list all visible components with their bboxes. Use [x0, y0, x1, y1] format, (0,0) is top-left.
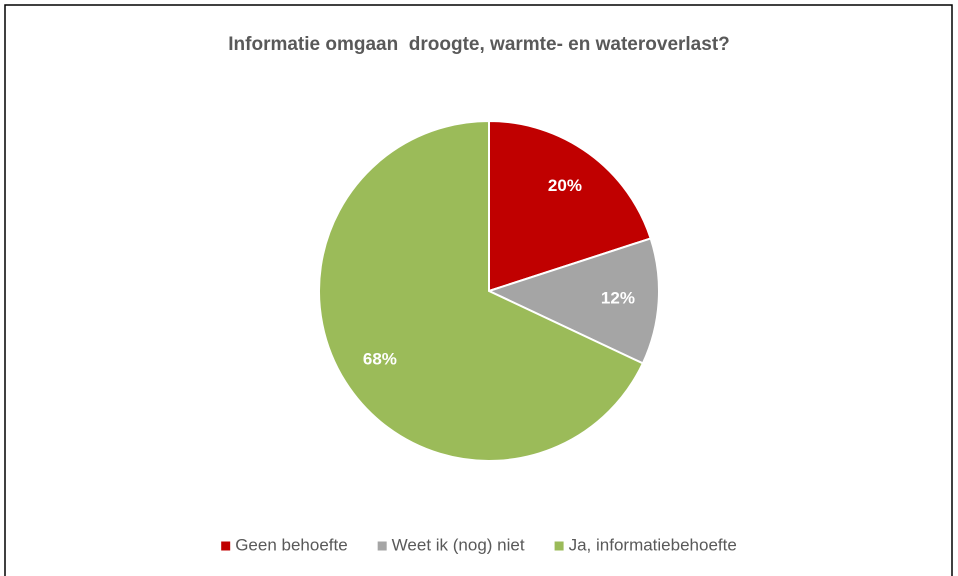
- legend-marker: [221, 541, 231, 551]
- chart-title: Informatie omgaan droogte, warmte- en wa…: [228, 34, 730, 55]
- data-label: 12%: [601, 289, 635, 308]
- data-label: 20%: [548, 176, 582, 195]
- data-label: 68%: [363, 350, 397, 369]
- legend-marker: [554, 541, 564, 551]
- pie-slice: [318, 119, 645, 462]
- legend-label: Geen behoefte: [235, 535, 347, 554]
- legend-label: Weet ik (nog) niet: [392, 535, 525, 554]
- legend-label: Ja, informatiebehoefte: [569, 535, 737, 554]
- legend-marker: [377, 541, 387, 551]
- pie-slice: [486, 237, 660, 365]
- pie-slice: [488, 119, 652, 293]
